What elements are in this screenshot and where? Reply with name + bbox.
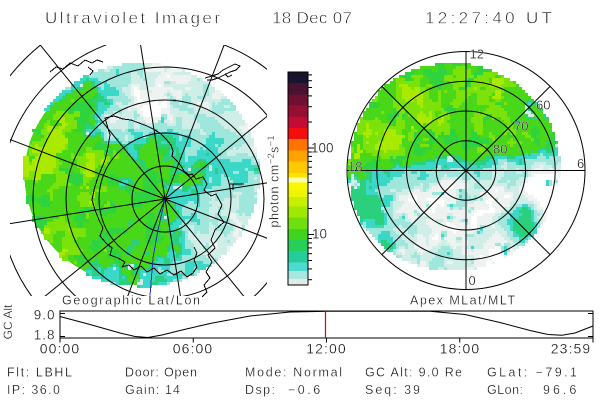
svg-text:60: 60 (536, 98, 550, 113)
svg-text:10: 10 (312, 227, 327, 242)
svg-text:Door: Open: Door: Open (125, 366, 197, 380)
svg-text:70: 70 (514, 119, 528, 134)
svg-text:18:00: 18:00 (440, 341, 481, 357)
svg-text:80: 80 (493, 142, 507, 157)
svg-text:GC Alt: GC Alt (1, 304, 15, 339)
svg-text:−0.6: −0.6 (288, 383, 323, 397)
svg-text:Dsp:: Dsp: (245, 383, 275, 397)
svg-text:12:27:40 UT: 12:27:40 UT (425, 9, 552, 28)
svg-text:00:00: 00:00 (40, 341, 81, 357)
svg-text:GC Alt: 9.0 Re: GC Alt: 9.0 Re (365, 366, 462, 380)
svg-text:Geographic Lat/Lon: Geographic Lat/Lon (62, 294, 200, 308)
svg-text:Gain: 14: Gain: 14 (125, 383, 180, 397)
svg-text:GLat: −79.1: GLat: −79.1 (487, 366, 577, 380)
svg-text:0: 0 (469, 273, 476, 288)
svg-text:Flt: LBHL: Flt: LBHL (7, 366, 72, 380)
svg-text:100: 100 (311, 141, 334, 156)
svg-text:06:00: 06:00 (173, 341, 214, 357)
svg-text:Seq: 39: Seq: 39 (365, 383, 420, 397)
svg-text:18: 18 (348, 159, 362, 174)
svg-text:12: 12 (470, 47, 484, 62)
svg-text:1.8: 1.8 (34, 328, 56, 343)
svg-text:Mode: Normal: Mode: Normal (245, 366, 342, 380)
svg-text:12:00: 12:00 (306, 341, 347, 357)
svg-text:6: 6 (577, 156, 584, 171)
svg-text:23:59: 23:59 (551, 341, 592, 357)
svg-text:photon cm−2s−1: photon cm−2s−1 (266, 135, 282, 227)
svg-text:96.6: 96.6 (543, 383, 579, 397)
svg-text:IP: 36.0: IP: 36.0 (7, 383, 60, 397)
svg-text:9.0: 9.0 (34, 308, 56, 323)
svg-text:GLon:: GLon: (487, 383, 523, 397)
svg-text:18 Dec 07: 18 Dec 07 (272, 9, 352, 28)
svg-text:Apex MLat/MLT: Apex MLat/MLT (410, 294, 515, 308)
